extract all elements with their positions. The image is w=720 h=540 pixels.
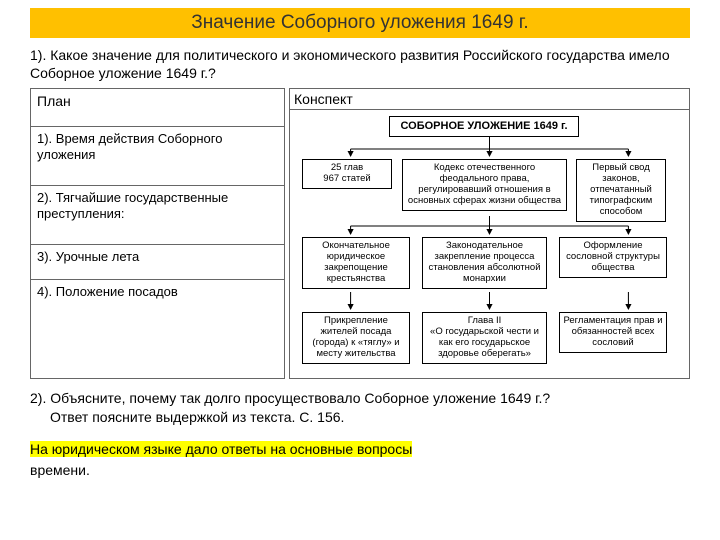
diagram: СОБОРНОЕ УЛОЖЕНИЕ 1649 г. 25 глав967 ста… xyxy=(294,114,685,374)
diagram-box-r2c: Оформление сословной структуры общества xyxy=(559,237,667,278)
question-2-line1: 2). Объясните, почему так долго просущес… xyxy=(30,390,550,406)
table-header-konspekt: Конспект xyxy=(290,89,689,110)
diagram-box-r3a: Прикрепление жителей посада (города) к «… xyxy=(302,312,410,364)
diagram-cell: Конспект xyxy=(289,88,690,379)
plan-table: План 1). Время действия Соборного уложен… xyxy=(30,88,285,379)
table-row: 2). Тягчайшие государственные преступлен… xyxy=(31,185,285,244)
question-1: 1). Какое значение для политического и э… xyxy=(30,46,690,82)
diagram-box-r3c: Регламентация прав и обязанностей всех с… xyxy=(559,312,667,353)
diagram-box-r2a: Окончательное юридическое закрепощение к… xyxy=(302,237,410,289)
table-row: 1). Время действия Соборного уложения xyxy=(31,126,285,185)
answer-rest: времени. xyxy=(30,462,90,478)
diagram-box-r3b: Глава II«О государьской чести и как его … xyxy=(422,312,547,364)
answer-highlighted: На юридическом языке дало ответы на осно… xyxy=(30,441,412,457)
diagram-title-box: СОБОРНОЕ УЛОЖЕНИЕ 1649 г. xyxy=(389,116,579,137)
diagram-box-r1a: 25 глав967 статей xyxy=(302,159,392,189)
content-row: План 1). Время действия Соборного уложен… xyxy=(30,88,690,379)
table-row: 4). Положение посадов xyxy=(31,280,285,379)
question-2-line2: Ответ поясните выдержкой из текста. С. 1… xyxy=(30,409,344,425)
table-row: 3). Урочные лета xyxy=(31,244,285,280)
diagram-box-r1c: Первый свод законов, отпечатанный типогр… xyxy=(576,159,666,222)
slide-title: Значение Соборного уложения 1649 г. xyxy=(30,8,690,38)
diagram-box-r1b: Кодекс отечественного феодального права,… xyxy=(402,159,567,211)
question-2: 2). Объясните, почему так долго просущес… xyxy=(30,389,690,427)
table-header-plan: План xyxy=(31,89,285,127)
answer-block: На юридическом языке дало ответы на осно… xyxy=(30,439,690,481)
diagram-box-r2b: Законодательное закрепление процесса ста… xyxy=(422,237,547,289)
